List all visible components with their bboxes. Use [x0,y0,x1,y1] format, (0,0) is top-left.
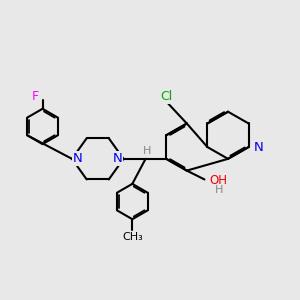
Text: N: N [73,152,83,165]
Text: Cl: Cl [160,90,172,103]
Text: F: F [32,90,39,103]
Text: H: H [143,146,151,157]
Text: N: N [112,152,122,165]
Text: OH: OH [209,174,227,188]
Text: H: H [215,185,223,195]
Text: CH₃: CH₃ [122,232,143,242]
Text: N: N [254,141,264,154]
